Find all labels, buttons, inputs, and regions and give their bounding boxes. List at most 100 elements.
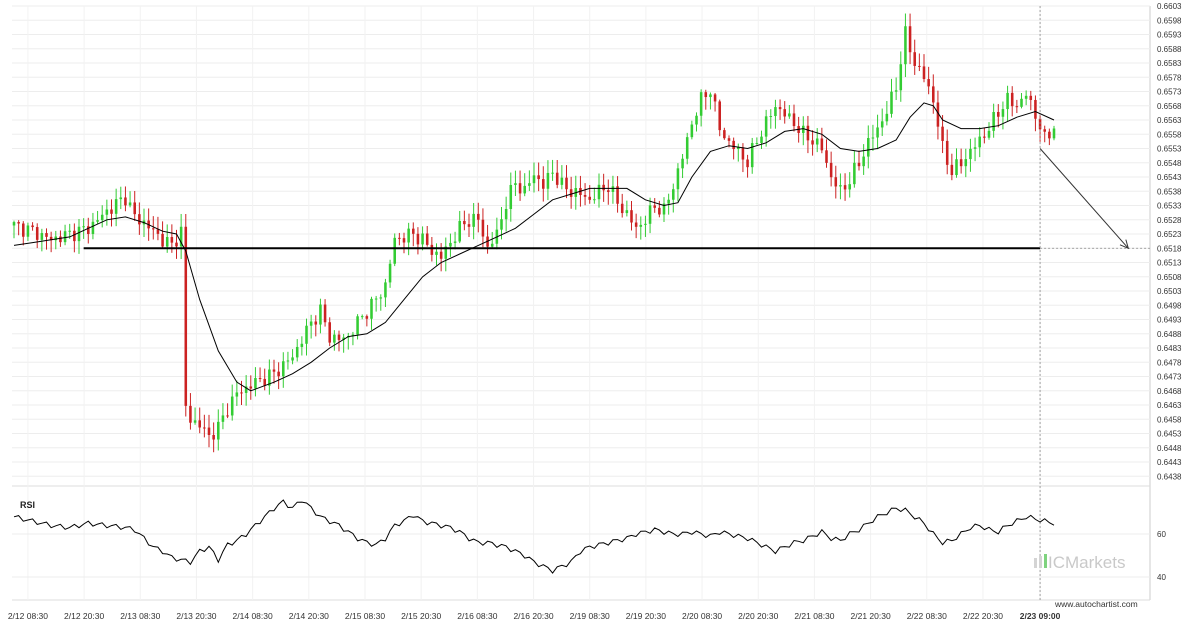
candle-body xyxy=(342,337,345,340)
candle-body xyxy=(240,392,243,394)
price-tick-label: 0.6523 xyxy=(1157,230,1182,239)
candle-body xyxy=(212,434,215,440)
candle-body xyxy=(537,175,540,180)
price-tick-label: 0.6493 xyxy=(1157,316,1182,325)
candle-body xyxy=(152,228,155,230)
price-tick-label: 0.6478 xyxy=(1157,358,1182,367)
time-tick-label: 2/23 09:00 xyxy=(1020,611,1061,621)
indicator-lines xyxy=(13,6,1150,600)
candle-body xyxy=(625,210,629,214)
candle-body xyxy=(964,159,968,167)
candle-body xyxy=(277,371,280,377)
candle-body xyxy=(987,130,991,138)
candle-body xyxy=(1001,109,1005,117)
candle-body xyxy=(351,334,355,336)
candle-body xyxy=(1029,95,1033,100)
candle-body xyxy=(63,231,67,243)
candle-body xyxy=(667,199,670,204)
candle-body xyxy=(384,282,387,298)
candle-body xyxy=(40,233,44,240)
price-tick-label: 0.6438 xyxy=(1157,472,1182,481)
candle-body xyxy=(319,304,322,325)
candle-body xyxy=(179,226,183,247)
candle-body xyxy=(788,113,791,117)
candle-body xyxy=(690,124,694,138)
price-tick-label: 0.6463 xyxy=(1157,401,1182,410)
grid xyxy=(12,5,1151,601)
candle-body xyxy=(681,158,684,169)
candle-body xyxy=(602,184,605,191)
candle-body xyxy=(472,213,475,227)
candle-body xyxy=(379,297,383,299)
candle-body xyxy=(894,90,898,92)
candle-body xyxy=(161,233,164,247)
candle-body xyxy=(133,202,136,215)
candle-body xyxy=(412,228,415,234)
candle-body xyxy=(922,66,926,80)
candle-body xyxy=(532,175,536,184)
candle-body xyxy=(806,125,810,141)
candle-body xyxy=(430,244,434,255)
candle-body xyxy=(444,246,448,259)
time-tick-label: 2/13 08:30 xyxy=(120,611,160,621)
candle-body xyxy=(291,357,294,361)
candle-body xyxy=(741,147,745,160)
candle-body xyxy=(282,361,285,377)
price-tick-label: 0.6543 xyxy=(1157,173,1182,182)
candle-body xyxy=(588,196,591,200)
candle-body xyxy=(175,242,178,247)
candle-body xyxy=(221,415,225,422)
candle-body xyxy=(453,241,457,243)
price-tick-label: 0.6553 xyxy=(1157,145,1182,154)
candle-body xyxy=(500,219,503,230)
candle-body xyxy=(203,427,206,429)
rsi-line xyxy=(13,499,1055,574)
candle-body xyxy=(1010,92,1014,107)
candle-body xyxy=(337,334,341,340)
time-tick-label: 2/21 20:30 xyxy=(851,611,891,621)
candle-body xyxy=(398,237,401,239)
candle-body xyxy=(1015,106,1019,108)
candle-body xyxy=(309,321,313,326)
time-tick-label: 2/15 20:30 xyxy=(401,611,441,621)
candle-body xyxy=(932,86,935,103)
candle-body xyxy=(128,202,132,206)
projection-arrow-line xyxy=(1039,148,1129,249)
candle-body xyxy=(365,316,369,319)
candle-body xyxy=(885,113,889,122)
candle-body xyxy=(597,184,601,200)
candle-body xyxy=(945,140,949,165)
candle-body xyxy=(435,251,438,255)
price-tick-label: 0.6558 xyxy=(1157,130,1182,139)
candle-body xyxy=(829,162,833,178)
candle-body xyxy=(876,127,879,138)
candle-body xyxy=(1020,98,1023,107)
candle-body xyxy=(839,185,842,187)
candle-body xyxy=(91,221,95,234)
candle-body xyxy=(22,223,25,237)
candle-body xyxy=(685,137,689,159)
candle-body xyxy=(463,220,466,225)
candle-body xyxy=(328,322,331,343)
candle-body xyxy=(653,205,656,208)
price-tick-label: 0.6443 xyxy=(1157,458,1182,467)
time-tick-label: 2/16 20:30 xyxy=(513,611,553,621)
candle-body xyxy=(114,199,118,214)
candle-body xyxy=(105,209,109,215)
candle-body xyxy=(198,420,201,428)
candle-body xyxy=(862,156,865,167)
candle-body xyxy=(96,220,99,222)
time-tick-label: 2/20 08:30 xyxy=(682,611,722,621)
candle-body xyxy=(973,147,977,149)
candle-body xyxy=(607,190,610,192)
candle-body xyxy=(611,186,615,192)
candle-body xyxy=(467,224,471,227)
candle-body xyxy=(867,138,870,157)
candle-body xyxy=(258,378,262,380)
candle-body xyxy=(1048,131,1051,139)
candle-body xyxy=(110,209,113,214)
candle-body xyxy=(918,65,921,67)
candle-body xyxy=(936,102,940,127)
candle-body xyxy=(620,203,624,214)
candle-body xyxy=(300,343,304,347)
